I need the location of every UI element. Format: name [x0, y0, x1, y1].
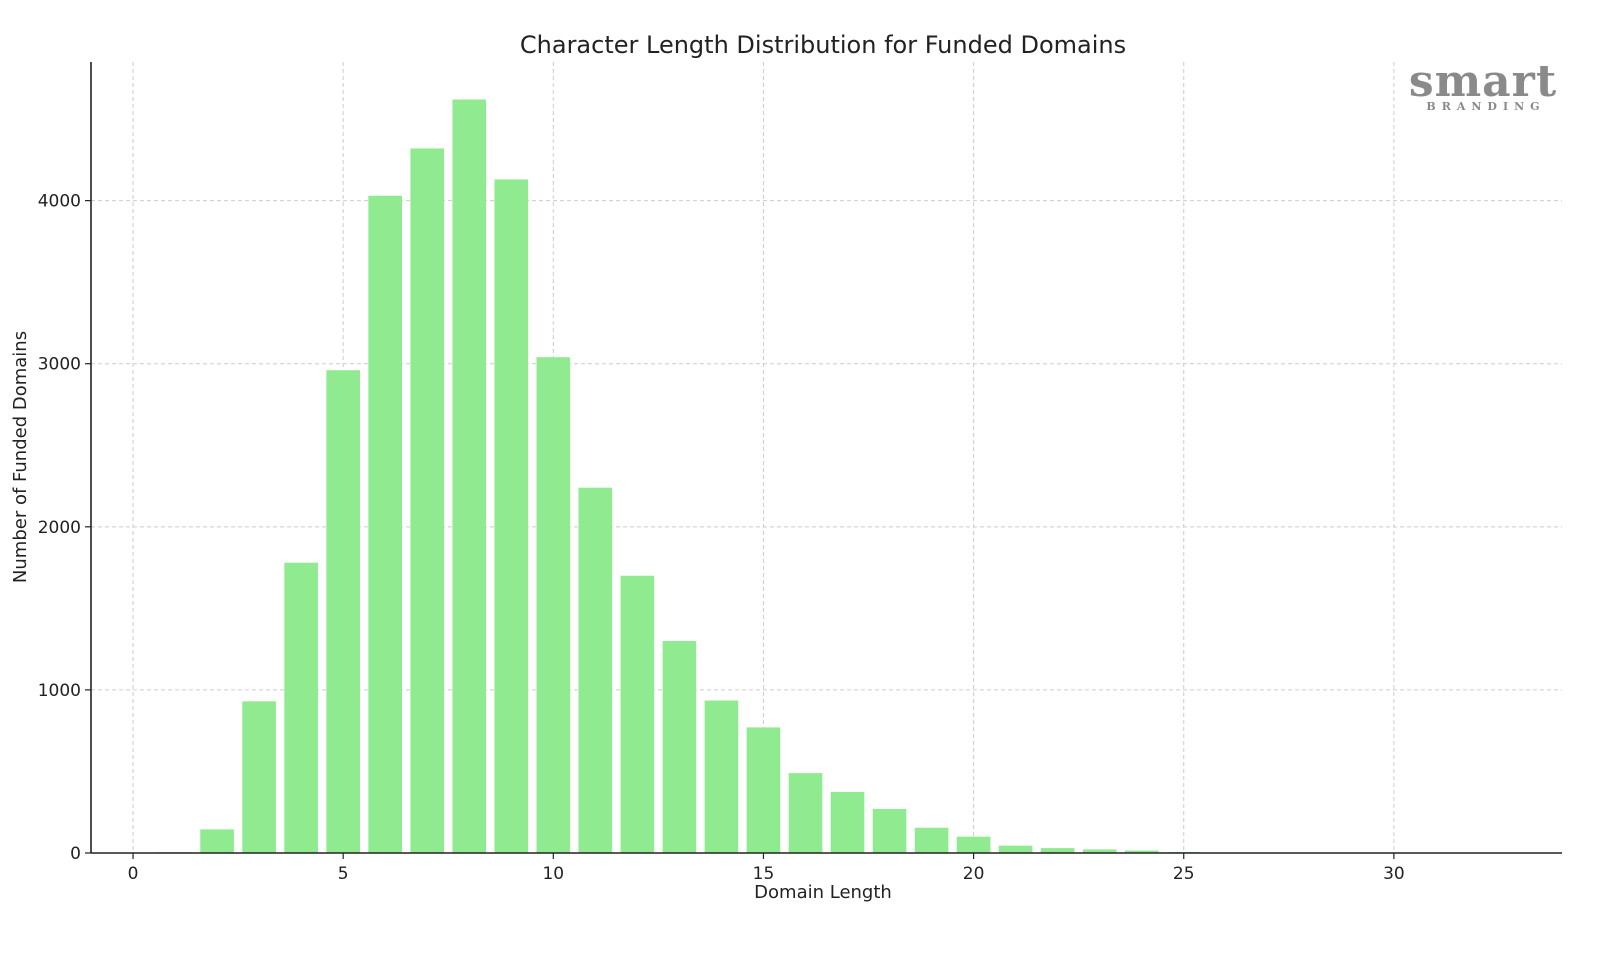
y-axis-label: Number of Funded Domains: [10, 331, 31, 583]
tick-labels: 0 5 10 15 20 25 30 0 1000 2000 3000 4000: [38, 192, 1405, 884]
chart-title: Character Length Distribution for Funded…: [520, 31, 1126, 59]
bar: [200, 829, 234, 853]
y-tick-label: 3000: [38, 355, 81, 375]
x-tick-label: 15: [753, 864, 775, 884]
bar: [956, 836, 991, 853]
bar: [326, 370, 360, 853]
bar: [410, 148, 445, 853]
x-tick-label: 30: [1383, 864, 1405, 884]
bar: [1124, 850, 1159, 853]
bar: [536, 357, 571, 853]
bar: [242, 701, 276, 853]
x-tick-label: 25: [1173, 864, 1195, 884]
x-axis-label: Domain Length: [754, 882, 892, 903]
bar: [1082, 849, 1117, 853]
smart-branding-logo: smart BRANDING: [1409, 56, 1557, 113]
bar: [494, 179, 529, 853]
bar: [578, 487, 613, 853]
bar: [998, 845, 1033, 853]
x-tick-label: 20: [963, 864, 985, 884]
bar: [662, 640, 697, 853]
bar: [1040, 848, 1075, 853]
bar: [704, 700, 739, 853]
y-tick-label: 4000: [38, 192, 81, 212]
axes: [90, 62, 1562, 854]
x-tick-label: 0: [128, 864, 139, 884]
x-tick-label: 5: [338, 864, 349, 884]
logo-subtitle: BRANDING: [1426, 100, 1545, 113]
bar: [788, 773, 823, 853]
logo-wordmark: smart: [1409, 56, 1557, 107]
bar: [284, 562, 318, 853]
y-tick-label: 0: [70, 844, 81, 864]
bars: [158, 99, 1243, 853]
bar: [620, 575, 655, 853]
y-tick-label: 1000: [38, 681, 81, 701]
bar: [368, 195, 403, 853]
bar: [914, 827, 949, 853]
bar: [746, 727, 781, 853]
bar: [452, 99, 487, 853]
bar: [830, 791, 865, 853]
x-tick-label: 10: [542, 864, 564, 884]
y-tick-label: 2000: [38, 518, 81, 538]
bar: [872, 808, 907, 853]
